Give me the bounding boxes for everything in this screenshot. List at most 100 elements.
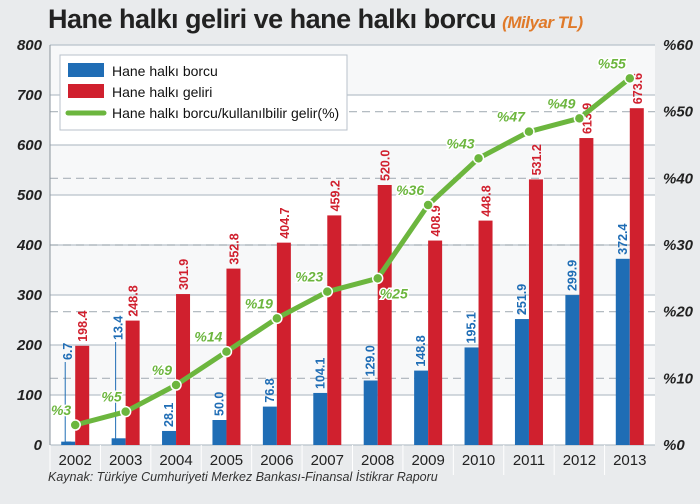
ratio-label: %5 <box>101 389 121 405</box>
income-bar <box>125 320 140 445</box>
ratio-point <box>624 72 636 85</box>
chart-title: Hane halkı geliri ve hane halkı borcu (Mi… <box>48 4 583 35</box>
debt-value-label: 251.9 <box>515 284 529 315</box>
income-bar <box>428 240 443 445</box>
income-value-label: 248.8 <box>127 285 141 316</box>
income-value-label: 352.8 <box>227 233 241 264</box>
debt-value-label: 28.1 <box>162 403 176 427</box>
debt-value-label: 104.1 <box>313 358 327 389</box>
income-bar <box>276 242 291 445</box>
debt-bar <box>363 380 378 445</box>
y2-tick-label: %50 <box>663 104 694 121</box>
income-bar <box>579 138 594 446</box>
debt-value-label: 299.9 <box>565 260 579 291</box>
debt-bar <box>464 347 479 445</box>
ratio-point <box>573 112 586 125</box>
y-tick-label: 600 <box>17 137 43 154</box>
grid-band <box>50 395 655 445</box>
ratio-label: %3 <box>51 402 71 418</box>
income-bar <box>629 108 644 445</box>
y2-tick-label: %10 <box>663 370 694 387</box>
income-value-label: 408.9 <box>429 205 443 236</box>
income-value-label: 459.2 <box>328 180 342 211</box>
debt-value-label: 76.8 <box>263 378 277 402</box>
debt-value-label: 50.0 <box>212 392 226 416</box>
income-bar <box>377 185 392 445</box>
income-value-label: 198.4 <box>76 310 90 341</box>
y-tick-label: 0 <box>34 437 43 454</box>
ratio-label: %47 <box>497 109 526 125</box>
ratio-point <box>472 152 485 165</box>
x-tick-label: 2004 <box>159 452 192 469</box>
income-bar <box>226 268 241 445</box>
ratio-point <box>523 125 535 138</box>
income-value-label: 301.9 <box>177 259 191 290</box>
debt-value-label: 372.4 <box>616 223 630 254</box>
legend-label-debt: Hane halkı borcu <box>112 63 218 79</box>
debt-value-label: 148.8 <box>414 335 428 366</box>
ratio-line <box>74 76 632 428</box>
ratio-label: %23 <box>295 269 323 285</box>
source-note: Kaynak: Türkiye Cumhuriyeti Merkez Banka… <box>48 470 438 484</box>
income-value-label: 404.7 <box>278 207 292 238</box>
debt-value-label: 13.4 <box>112 316 126 340</box>
y2-tick-label: %40 <box>663 170 694 187</box>
ratio-label: %14 <box>194 329 222 345</box>
y2-tick-label: %60 <box>663 37 694 54</box>
debt-bar <box>514 319 529 445</box>
x-tick-label: 2007 <box>311 452 344 469</box>
income-value-label: 520.0 <box>379 150 393 181</box>
ratio-point <box>371 272 384 285</box>
legend-box <box>59 54 348 131</box>
income-value-label: 531.2 <box>530 144 544 175</box>
y2-tick-label: %0 <box>663 437 685 454</box>
debt-value-label: 6.7 <box>61 343 75 360</box>
y-tick-label: 200 <box>16 337 43 354</box>
debt-value-label: 195.1 <box>465 312 479 343</box>
x-tick-label: 2005 <box>210 452 243 469</box>
debt-bar <box>313 392 328 445</box>
y-tick-label: 400 <box>16 237 43 254</box>
ratio-label: %49 <box>547 95 575 111</box>
debt-bar <box>615 258 630 445</box>
unit-label: (Milyar TL) <box>502 13 583 32</box>
ratio-point <box>321 285 334 298</box>
y2-tick-label: %20 <box>663 304 694 321</box>
income-bar <box>176 294 191 445</box>
x-tick-label: 2002 <box>59 452 92 469</box>
x-tick-label: 2009 <box>411 452 444 469</box>
ratio-label: %25 <box>380 285 408 301</box>
debt-bar <box>262 406 277 445</box>
income-bar <box>327 215 342 445</box>
ratio-point <box>422 199 434 211</box>
ratio-label: %9 <box>152 362 172 378</box>
grid-band <box>50 295 655 345</box>
y-tick-label: 300 <box>17 287 43 304</box>
y-tick-label: 500 <box>17 187 43 204</box>
legend-label-income: Hane halkı geliri <box>112 84 212 100</box>
ratio-point <box>271 312 283 325</box>
ratio-label: %43 <box>447 135 475 151</box>
debt-bar <box>162 430 177 445</box>
y-tick-label: 800 <box>17 37 43 54</box>
ratio-point <box>69 419 81 431</box>
x-tick-label: 2013 <box>613 452 646 469</box>
legend-label-ratio: Hane halkı borcu/kullanılbilir gelir(%) <box>112 105 339 121</box>
x-tick-label: 2003 <box>109 452 142 469</box>
ratio-point <box>170 379 182 391</box>
x-tick-label: 2010 <box>462 452 495 469</box>
grid-band <box>50 195 655 245</box>
x-tick-label: 2006 <box>260 452 293 469</box>
income-value-label: 448.8 <box>480 185 494 216</box>
debt-bar <box>414 370 429 445</box>
y2-tick-label: %30 <box>663 237 694 254</box>
title-text: Hane halkı geliri ve hane halkı borcu <box>48 4 497 34</box>
ratio-point <box>220 345 233 358</box>
y-tick-label: 100 <box>17 387 43 404</box>
ratio-point <box>119 405 132 418</box>
income-bar <box>478 220 493 445</box>
x-tick-label: 2012 <box>563 452 596 469</box>
y-tick-label: 700 <box>17 87 43 104</box>
